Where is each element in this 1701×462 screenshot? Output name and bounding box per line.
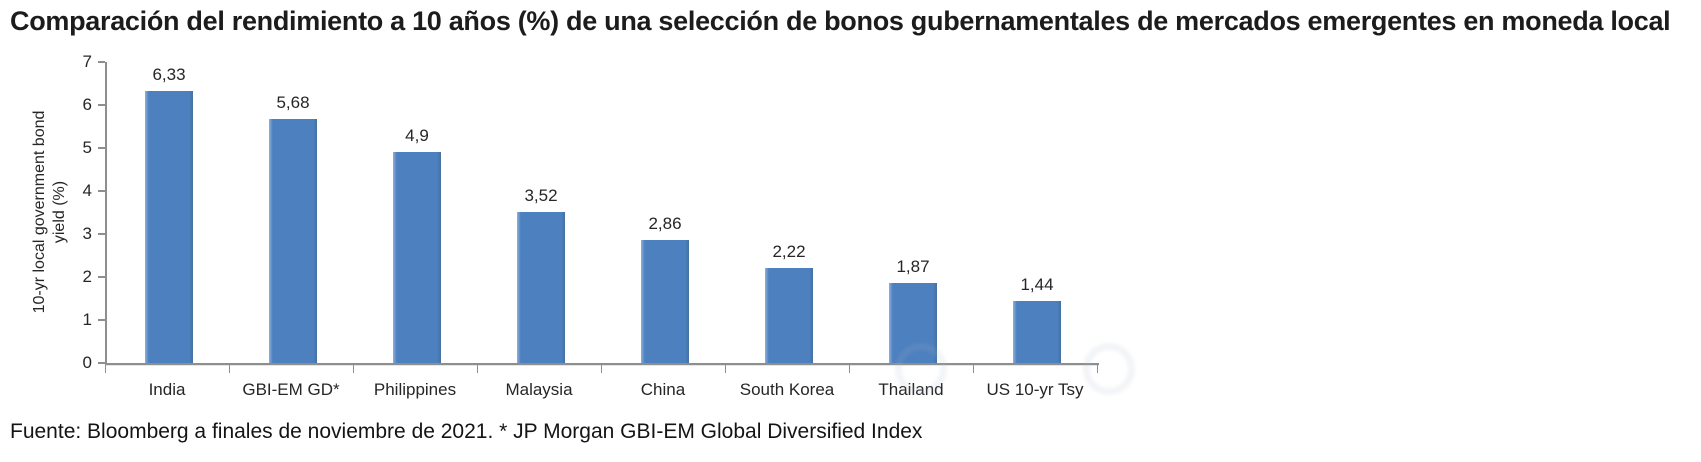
x-axis-label: Malaysia bbox=[505, 380, 573, 399]
y-tick-mark bbox=[98, 276, 105, 278]
bar-value-label: 6,33 bbox=[152, 64, 186, 84]
x-axis-label: China bbox=[640, 380, 686, 399]
bar-philippines bbox=[393, 152, 441, 363]
y-tick-mark bbox=[98, 61, 105, 63]
y-tick-label: 0 bbox=[82, 353, 92, 372]
x-axis-label: India bbox=[148, 380, 186, 399]
bar-india bbox=[145, 90, 193, 363]
x-tick bbox=[230, 365, 354, 373]
bar-value-label: 2,86 bbox=[648, 214, 682, 234]
y-tick: 5 bbox=[78, 138, 105, 158]
source-note: Fuente: Bloomberg a finales de noviembre… bbox=[10, 420, 923, 443]
y-tick: 1 bbox=[78, 310, 105, 330]
x-axis-label: Philippines bbox=[373, 380, 457, 399]
bar-slot: 4,9 bbox=[355, 62, 479, 363]
bar-slot: 2,86 bbox=[603, 62, 727, 363]
y-tick: 6 bbox=[78, 95, 105, 115]
y-tick-label: 6 bbox=[82, 95, 92, 114]
bar-slot: 5,68 bbox=[231, 62, 355, 363]
y-tick-label: 5 bbox=[82, 138, 92, 157]
x-axis-ticks bbox=[105, 365, 1098, 373]
y-tick-mark bbox=[98, 190, 105, 192]
y-tick-mark bbox=[98, 233, 105, 235]
bar-us-10-yr-tsy bbox=[1013, 301, 1061, 363]
x-tick bbox=[602, 365, 726, 373]
y-tick-mark bbox=[98, 147, 105, 149]
y-tick-label: 1 bbox=[82, 310, 92, 329]
bar-value-label: 1,87 bbox=[896, 256, 930, 276]
bar-gbi-em-gd bbox=[269, 118, 317, 363]
y-tick-label: 7 bbox=[82, 52, 92, 71]
x-tick bbox=[974, 365, 1098, 373]
x-tick bbox=[106, 365, 230, 373]
bar-thailand bbox=[889, 282, 937, 363]
bar-value-label: 4,9 bbox=[405, 126, 429, 146]
x-tick bbox=[726, 365, 850, 373]
y-tick: 4 bbox=[78, 181, 105, 201]
bar-malaysia bbox=[517, 211, 565, 363]
y-tick-mark bbox=[98, 319, 105, 321]
x-tick bbox=[478, 365, 602, 373]
y-tick-mark bbox=[98, 362, 105, 364]
bar-value-label: 3,52 bbox=[524, 185, 558, 205]
bar-slot: 6,33 bbox=[107, 62, 231, 363]
x-axis-labels: India GBI-EM GD* Philippines Malaysia China S… bbox=[105, 380, 1097, 400]
bar-slot: 1,44 bbox=[975, 62, 1099, 363]
y-tick-label: 2 bbox=[82, 267, 92, 286]
y-tick: 7 bbox=[78, 52, 105, 72]
x-tick bbox=[850, 365, 974, 373]
x-axis-label: GBI-EM GD* bbox=[242, 380, 340, 399]
chart-title: Comparación del rendimiento a 10 años (%… bbox=[10, 6, 1671, 36]
x-axis-label: South Korea bbox=[739, 380, 835, 399]
bar-slot: 1,87 bbox=[851, 62, 975, 363]
y-tick-label: 4 bbox=[82, 181, 92, 200]
bar-china bbox=[641, 240, 689, 363]
plot-area: 6,33 5,68 4,9 3,52 2,86 2,22 1,87 1,44 bbox=[105, 62, 1099, 365]
bar-value-label: 1,44 bbox=[1020, 275, 1054, 295]
y-tick-mark bbox=[98, 104, 105, 106]
x-tick bbox=[354, 365, 478, 373]
y-axis: 7 6 5 4 3 2 1 0 bbox=[0, 52, 105, 372]
bar-slot: 2,22 bbox=[727, 62, 851, 363]
x-axis-label: Thailand bbox=[878, 380, 944, 399]
y-tick: 2 bbox=[78, 267, 105, 287]
x-axis-label: US 10-yr Tsy bbox=[986, 380, 1084, 399]
y-tick: 0 bbox=[78, 353, 105, 373]
bar-value-label: 5,68 bbox=[276, 92, 310, 112]
y-tick-label: 3 bbox=[82, 224, 92, 243]
bar-value-label: 2,22 bbox=[772, 241, 806, 261]
y-tick: 3 bbox=[78, 224, 105, 244]
bar-slot: 3,52 bbox=[479, 62, 603, 363]
bar-south-korea bbox=[765, 267, 813, 363]
